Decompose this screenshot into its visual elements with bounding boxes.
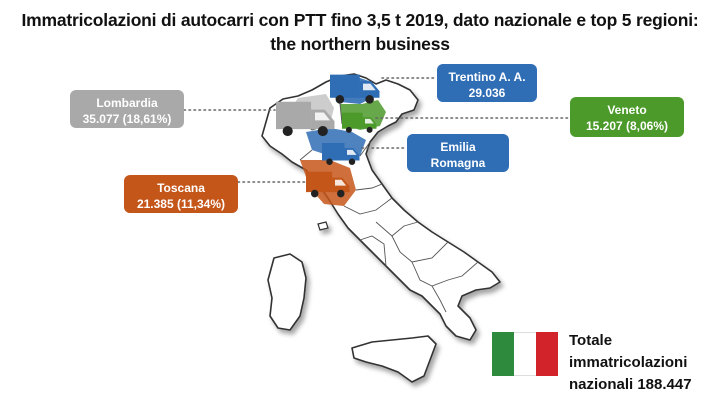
sardinia xyxy=(267,253,307,331)
label-toscana: Toscana 21.385 (11,34%) xyxy=(124,175,238,213)
label-trentino-name: Trentino A. A. xyxy=(448,70,526,84)
label-lombardia-value: 35.077 (18,61%) xyxy=(82,112,172,126)
chart-title: Immatricolazioni di autocarri con PTT fi… xyxy=(0,8,720,56)
label-veneto: Veneto 15.207 (8,06%) xyxy=(570,97,684,137)
title-line-2: the northern business xyxy=(270,34,450,54)
flag-red-stripe xyxy=(536,332,558,376)
label-toscana-value: 21.385 (11,34%) xyxy=(136,197,226,211)
label-emilia-value: 15.628 (8,29%) xyxy=(416,172,500,186)
total-registrations: Totale immatricolazioni nazionali 188.44… xyxy=(569,330,717,396)
connector-lines xyxy=(183,77,571,183)
elba xyxy=(317,221,329,231)
title-line-1: Immatricolazioni di autocarri con PTT fi… xyxy=(21,10,699,30)
label-veneto-name: Veneto xyxy=(607,103,647,117)
flag-green-stripe xyxy=(492,332,514,376)
flag-white-stripe xyxy=(514,332,536,376)
label-toscana-name: Toscana xyxy=(157,181,205,195)
label-trentino: Trentino A. A. 29.036 (15,40%) xyxy=(437,64,537,116)
label-emilia-romagna: Emilia Romagna 15.628 (8,29%) xyxy=(407,134,509,186)
italian-flag xyxy=(492,332,558,376)
label-emilia-name: Emilia Romagna xyxy=(430,140,486,170)
label-lombardia-name: Lombardia xyxy=(96,96,158,110)
sicily xyxy=(351,335,437,383)
total-line-2: nazionali 188.447 xyxy=(569,376,692,393)
total-line-1: Totale immatricolazioni xyxy=(569,332,688,371)
label-trentino-value: 29.036 (15,40%) xyxy=(462,86,512,116)
label-veneto-value: 15.207 (8,06%) xyxy=(585,119,669,133)
label-lombardia: Lombardia 35.077 (18,61%) xyxy=(70,90,184,128)
